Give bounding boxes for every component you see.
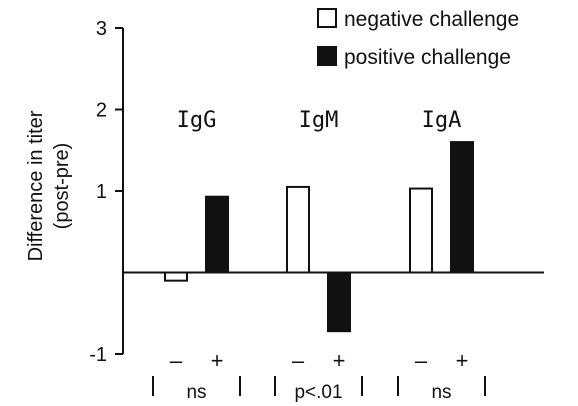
significance-brackets: ns p<.01 ns: [152, 376, 486, 403]
sign-positive-igm: +: [333, 348, 346, 373]
bars: [164, 141, 474, 333]
legend-label-positive: positive challenge: [344, 46, 511, 69]
significance-label-igm: p<.01: [294, 382, 342, 403]
sign-positive-iga: +: [456, 348, 469, 373]
significance-bracket-iga: [397, 376, 486, 396]
bar-igg-negative: [164, 271, 188, 282]
significance-label-iga: ns: [431, 382, 451, 403]
sign-negative-iga: –: [415, 348, 428, 373]
bar-iga-positive: [450, 141, 474, 274]
sign-positive-igg: +: [211, 348, 224, 373]
y-tick-label: -1: [89, 344, 107, 366]
bar-igm-positive: [327, 271, 351, 333]
group-label-igg: IgG: [177, 108, 217, 133]
legend-swatch-positive: [317, 46, 337, 66]
y-axis-label: Difference in titer (post-pre): [25, 110, 73, 261]
bar-igm-negative: [286, 185, 310, 274]
y-tick-label: 3: [96, 18, 107, 40]
y-tick-label: 2: [96, 100, 107, 122]
significance-bracket-igg: [152, 376, 241, 396]
challenge-sign-labels: – + – + – +: [170, 348, 469, 373]
axes: 3 2 1 -1: [89, 18, 544, 366]
significance-label-igg: ns: [186, 382, 206, 403]
bar-igg-positive: [205, 195, 229, 274]
legend-label-negative: negative challenge: [344, 8, 519, 31]
sign-negative-igg: –: [170, 348, 183, 373]
group-label-igm: IgM: [299, 108, 339, 133]
group-labels: IgG IgM IgA: [177, 108, 462, 133]
significance-bracket-igm: [274, 376, 363, 396]
legend-swatch-negative: [317, 8, 337, 28]
group-label-iga: IgA: [422, 108, 462, 133]
sign-negative-igm: –: [292, 348, 305, 373]
bar-iga-negative: [409, 187, 433, 274]
y-ticks: 3 2 1 -1: [89, 18, 123, 366]
y-tick-label: 1: [96, 181, 107, 203]
legend: negative challenge positive challenge: [317, 8, 519, 69]
